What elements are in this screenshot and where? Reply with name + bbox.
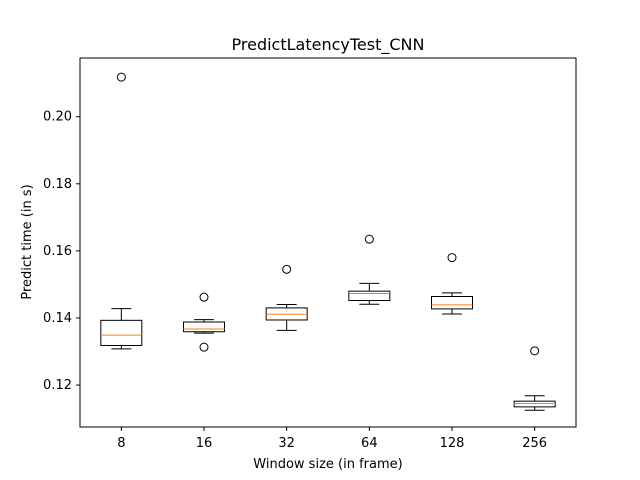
y-tick-label: 0.18 <box>43 177 72 192</box>
plot-area: 0.12 0.14 0.16 0.18 0.20 8 16 32 64 128 256 <box>43 57 577 451</box>
outlier-point <box>364 234 374 244</box>
outlier-point <box>282 264 292 274</box>
outlier-point <box>199 342 209 352</box>
box-iqr <box>513 400 556 408</box>
box-iqr <box>431 296 473 310</box>
y-tick-label: 0.14 <box>43 311 72 326</box>
box-iqr <box>100 319 143 346</box>
chart-title: PredictLatencyTest_CNN <box>232 35 425 55</box>
outlier-point <box>116 72 126 82</box>
x-tick-label: 64 <box>361 436 378 451</box>
x-tick-label: 8 <box>117 436 125 451</box>
box-iqr <box>183 321 225 333</box>
y-tick-label: 0.20 <box>43 110 72 125</box>
y-tick-label: 0.12 <box>43 378 72 393</box>
outlier-point <box>199 292 209 302</box>
y-axis-label: Predict time (in s) <box>20 184 35 299</box>
outlier-point <box>447 253 457 263</box>
box-iqr <box>348 290 391 302</box>
x-tick-label: 32 <box>278 436 295 451</box>
x-tick-label: 256 <box>522 436 547 451</box>
x-axis-label: Window size (in frame) <box>253 457 402 472</box>
x-tick-label: 128 <box>440 436 465 451</box>
outlier-point <box>530 346 540 356</box>
x-tick-label: 16 <box>196 436 213 451</box>
y-tick-label: 0.16 <box>43 244 72 259</box>
axes-frame <box>79 57 577 428</box>
